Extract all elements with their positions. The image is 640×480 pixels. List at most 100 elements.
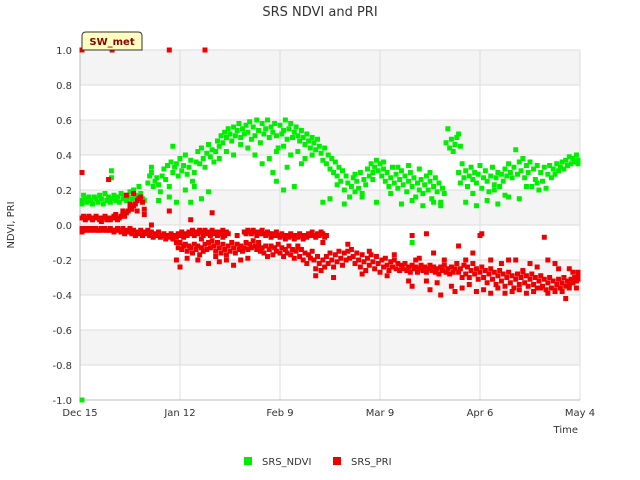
srs-pri-point bbox=[173, 234, 179, 240]
srs-ndvi-point bbox=[550, 166, 556, 172]
srs-pri-point bbox=[393, 266, 399, 272]
srs-pri-point bbox=[200, 233, 206, 238]
srs-pri-point bbox=[282, 236, 288, 242]
srs-pri-point bbox=[500, 271, 506, 277]
srs-pri-point bbox=[191, 241, 197, 247]
srs-pri-point bbox=[320, 257, 326, 263]
srs-ndvi-point bbox=[340, 168, 345, 174]
srs-pri-point bbox=[486, 271, 492, 277]
srs-pri-point bbox=[309, 248, 315, 254]
srs-ndvi-point bbox=[470, 177, 476, 182]
srs-pri-point bbox=[215, 233, 220, 238]
srs-pri-point bbox=[184, 255, 190, 261]
srs-pri-point bbox=[273, 248, 279, 254]
srs-pri-point bbox=[166, 234, 172, 240]
x-tick-labels: Dec 15 Jan 12 Feb 9 Mar 9 Apr 6 May 4 bbox=[62, 408, 595, 419]
x-axis-label: Time bbox=[553, 425, 578, 436]
background-bands bbox=[80, 50, 580, 400]
srs-pri-point bbox=[134, 208, 140, 214]
srs-ndvi-point bbox=[84, 199, 90, 205]
srs-ndvi-point bbox=[93, 196, 99, 202]
srs-ndvi-point bbox=[409, 198, 415, 203]
srs-ndvi-point bbox=[398, 201, 404, 207]
srs-pri-point bbox=[515, 271, 520, 277]
srs-ndvi-point bbox=[541, 164, 547, 170]
x-tick-label: Dec 15 bbox=[62, 408, 97, 419]
srs-pri-point bbox=[531, 282, 537, 287]
srs-pri-point bbox=[523, 290, 529, 296]
srs-pri-point bbox=[254, 247, 260, 252]
srs-pri-point bbox=[281, 254, 287, 259]
srs-ndvi-point bbox=[372, 164, 378, 170]
srs-ndvi-point bbox=[395, 164, 401, 170]
srs-pri-point bbox=[225, 231, 231, 237]
srs-pri-point bbox=[318, 268, 324, 273]
srs-ndvi-point bbox=[473, 203, 479, 209]
srs-pri-point bbox=[141, 212, 147, 217]
srs-pri-point bbox=[222, 247, 228, 252]
y-tick-label: 1.0 bbox=[56, 46, 72, 57]
srs-ndvi-point bbox=[506, 194, 512, 200]
srs-pri-point bbox=[538, 285, 544, 291]
srs-pri-point bbox=[534, 264, 540, 270]
srs-ndvi-point bbox=[379, 173, 385, 179]
srs-pri-point bbox=[140, 199, 145, 205]
srs-ndvi-point bbox=[307, 145, 313, 151]
srs-pri-point bbox=[404, 268, 410, 273]
srs-pri-point bbox=[166, 47, 172, 53]
srs-pri-point bbox=[466, 282, 472, 287]
srs-ndvi-point bbox=[400, 182, 406, 188]
srs-pri-point bbox=[304, 234, 310, 240]
srs-pri-point bbox=[463, 271, 469, 277]
srs-pri-point bbox=[473, 266, 479, 272]
srs-pri-point bbox=[422, 264, 428, 270]
srs-pri-point bbox=[204, 247, 210, 252]
y-tick-label: 0.6 bbox=[56, 116, 72, 127]
badge-box bbox=[81, 31, 143, 51]
srs-pri-point bbox=[477, 269, 483, 275]
srs-pri-point bbox=[502, 290, 508, 296]
srs-ndvi-point bbox=[273, 178, 279, 184]
srs-ndvi-point bbox=[388, 191, 394, 196]
srs-pri-point bbox=[406, 264, 412, 270]
srs-ndvi-point bbox=[131, 187, 137, 193]
srs-ndvi-point bbox=[206, 142, 212, 147]
srs-ndvi-point bbox=[552, 171, 558, 177]
srs-pri-point bbox=[266, 231, 272, 237]
srs-pri-point bbox=[273, 229, 279, 235]
srs-ndvi-point bbox=[281, 187, 287, 193]
srs-pri-point bbox=[409, 283, 415, 289]
srs-ndvi-point bbox=[116, 199, 122, 205]
srs-pri-point bbox=[188, 245, 194, 251]
x-tick-label: Mar 9 bbox=[366, 408, 394, 419]
srs-ndvi-point bbox=[443, 140, 449, 146]
srs-ndvi-point bbox=[266, 156, 272, 161]
srs-pri-point bbox=[243, 240, 249, 245]
srs-ndvi-point bbox=[245, 145, 251, 151]
srs-ndvi-point bbox=[309, 152, 315, 158]
srs-pri-point bbox=[568, 276, 574, 282]
srs-ndvi-point bbox=[288, 152, 294, 158]
srs-pri-point bbox=[177, 240, 183, 245]
srs-pri-point bbox=[288, 252, 294, 258]
srs-ndvi-point bbox=[561, 166, 567, 172]
srs-pri-point bbox=[557, 285, 563, 291]
srs-pri-point bbox=[509, 273, 515, 279]
srs-pri-point bbox=[175, 245, 181, 251]
srs-ndvi-point bbox=[284, 164, 290, 170]
srs-pri-point bbox=[190, 250, 195, 256]
srs-ndvi-point bbox=[382, 178, 388, 184]
srs-ndvi-point bbox=[104, 198, 110, 203]
srs-ndvi-point bbox=[352, 171, 358, 177]
srs-pri-point bbox=[191, 233, 197, 238]
srs-ndvi-point bbox=[184, 171, 190, 177]
srs-ndvi-point bbox=[395, 185, 401, 191]
srs-pri-point bbox=[256, 240, 262, 245]
srs-ndvi-point bbox=[286, 126, 292, 132]
srs-pri-point bbox=[516, 282, 522, 287]
srs-pri-point bbox=[286, 243, 292, 249]
srs-ndvi-point bbox=[154, 175, 160, 181]
srs-pri-point bbox=[232, 250, 238, 256]
srs-pri-point bbox=[293, 248, 299, 254]
srs-ndvi-point bbox=[397, 177, 403, 182]
